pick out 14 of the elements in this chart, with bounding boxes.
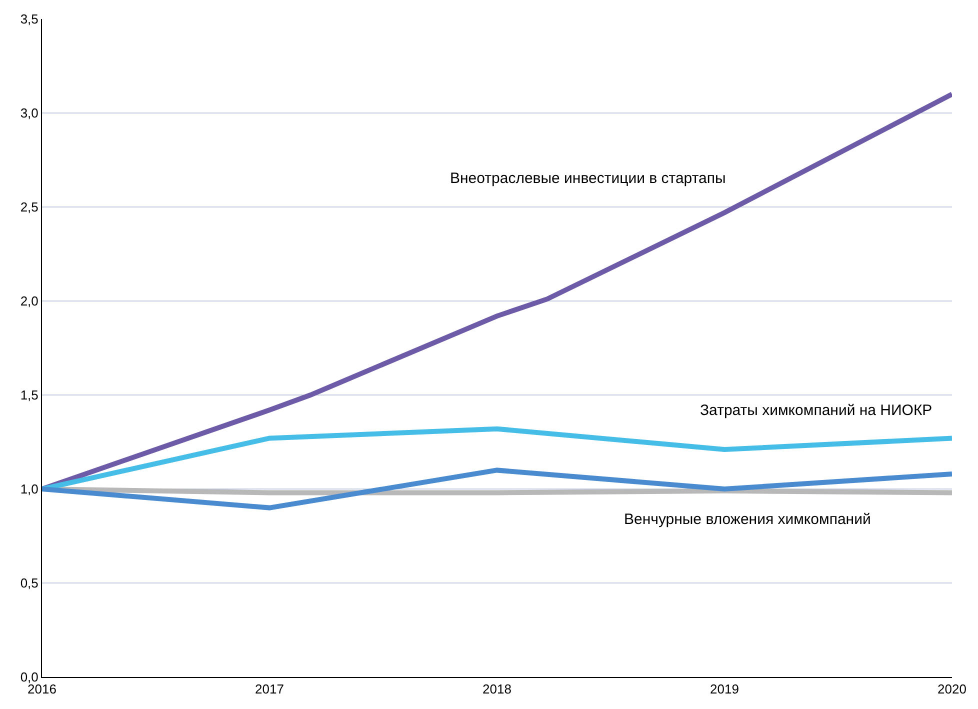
x-tick-label: 2018 (482, 682, 512, 697)
text: Венчурные вложения химкомпаний (624, 511, 871, 528)
y-tick-label: 3,0 (20, 106, 38, 121)
x-tick-label: 2017 (255, 682, 284, 697)
y-tick-label: 2,0 (20, 294, 38, 309)
x-tick-label: 2019 (710, 682, 739, 697)
y-tick-label: 2,5 (20, 200, 38, 215)
y-tick-label: 3,5 (20, 12, 38, 27)
series-label: Затраты химкомпаний на НИОКР (700, 402, 932, 419)
y-tick-label: 0,5 (20, 576, 38, 591)
x-tick-label: 2020 (938, 682, 966, 697)
y-tick-label: 1,0 (20, 482, 38, 497)
y-tick-label: 1,5 (20, 388, 38, 403)
series-label: Внеотраслевые инвестиции в стартапы (450, 170, 726, 187)
